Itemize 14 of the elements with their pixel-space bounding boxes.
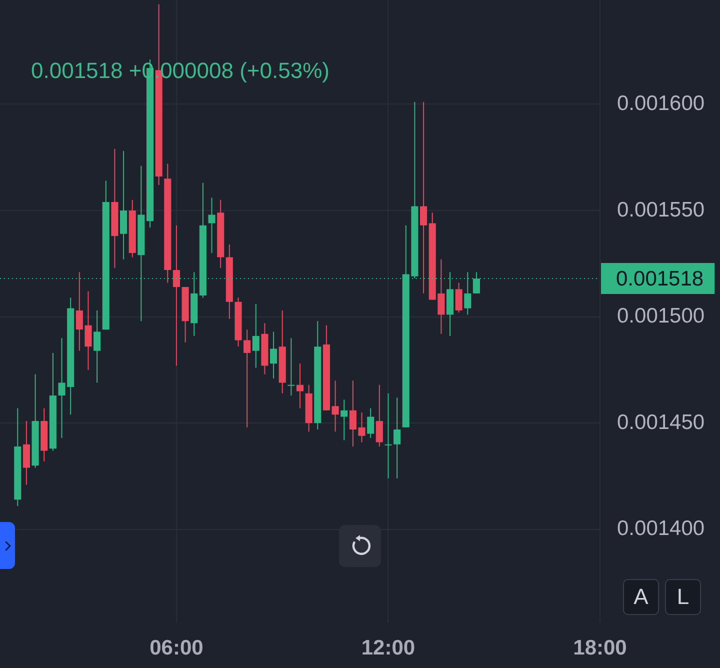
candlestick	[288, 338, 295, 396]
y-tick-label: 0.001550	[617, 198, 705, 222]
y-tick-label: 0.001600	[617, 92, 705, 115]
candlestick	[384, 393, 392, 478]
x-tick-label: 06:00	[150, 636, 204, 660]
ref-line-label: 0.001518	[616, 267, 704, 290]
candlestick	[420, 102, 428, 294]
x-tick-label: 12:00	[361, 636, 416, 660]
text: L	[665, 579, 701, 615]
y-tick-label: 0.001450	[617, 410, 705, 434]
y-tick-label: 0.001500	[617, 304, 705, 328]
y-tick-label: 0.001400	[617, 517, 705, 540]
x-tick-label: 18:00	[573, 636, 627, 660]
text: A	[623, 579, 659, 615]
